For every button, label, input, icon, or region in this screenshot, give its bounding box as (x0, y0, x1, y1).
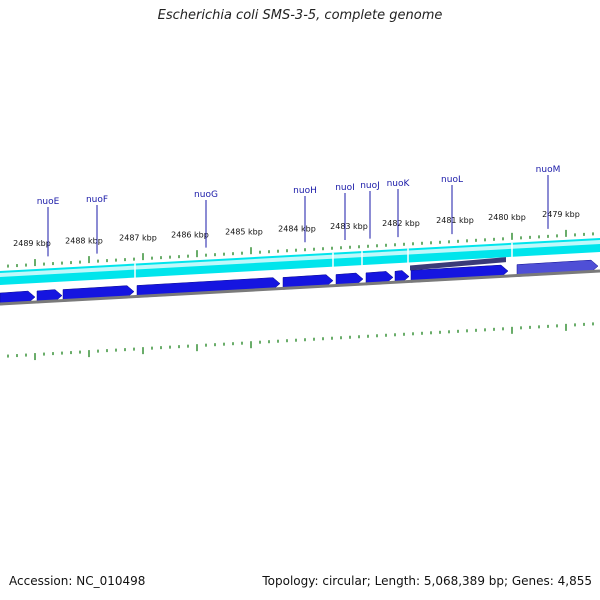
genome-backbone (0, 269, 600, 306)
page-title: Escherichia coli SMS-3-5, complete genom… (157, 8, 443, 23)
gene-label-nuoH: nuoH (293, 186, 317, 196)
kbp-label: 2487 kbp (119, 233, 157, 242)
kbp-label: 2489 kbp (13, 239, 51, 248)
kbp-label: 2485 kbp (225, 228, 263, 237)
gene-label-nuoM: nuoM (536, 165, 561, 175)
gene-label-nuoG: nuoG (194, 190, 218, 200)
gene-label-nuoL: nuoL (441, 175, 463, 185)
kbp-label: 2482 kbp (382, 219, 420, 228)
reverse-feature (410, 257, 506, 271)
kbp-label: 2480 kbp (488, 213, 526, 222)
kbp-label: 2484 kbp (278, 225, 316, 234)
genome-summary: Topology: circular; Length: 5,068,389 bp… (262, 574, 592, 588)
kbp-label: 2488 kbp (65, 236, 103, 245)
gene-label-nuoE: nuoE (37, 197, 60, 207)
gene-track-highlight (0, 240, 600, 277)
kbp-label: 2486 kbp (171, 231, 209, 240)
accession-label: Accession: NC_010498 (9, 574, 146, 588)
gene-label-nuoI: nuoI (335, 183, 355, 193)
gene-label-nuoK: nuoK (387, 179, 411, 189)
gene-label-nuoJ: nuoJ (360, 181, 380, 191)
gene-label-nuoF: nuoF (86, 195, 108, 205)
kbp-label: 2483 kbp (330, 222, 368, 231)
kbp-label: 2479 kbp (542, 210, 580, 219)
kbp-label: 2481 kbp (436, 216, 474, 225)
